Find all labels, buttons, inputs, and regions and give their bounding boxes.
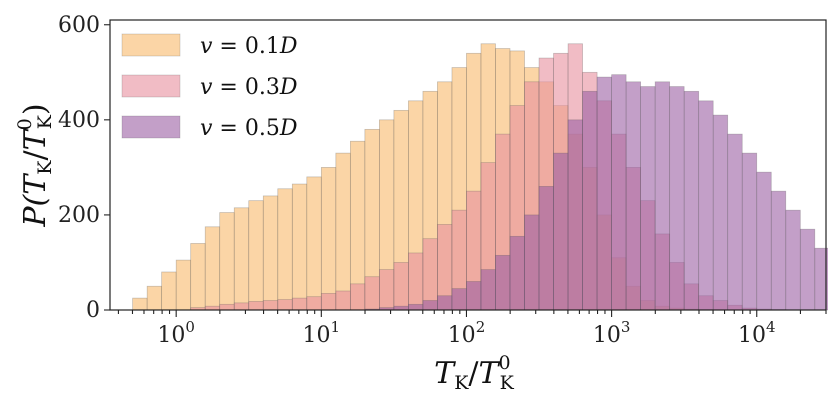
- bar: [379, 269, 395, 311]
- legend-swatch: [121, 33, 181, 57]
- legend-label: v = 0.1D: [200, 34, 298, 59]
- bar: [669, 86, 685, 311]
- bar: [654, 81, 671, 311]
- legend-label: v = 0.3D: [200, 75, 298, 100]
- bar: [712, 114, 729, 311]
- bar: [320, 167, 337, 311]
- bar: [291, 183, 308, 311]
- bar: [262, 195, 279, 311]
- bar: [799, 228, 816, 311]
- y-tick-label: 600: [58, 13, 100, 38]
- bar: [756, 171, 772, 311]
- x-tick-label: 103: [593, 318, 631, 348]
- bar: [350, 283, 366, 311]
- bar: [306, 296, 322, 311]
- x-tick-label: 101: [303, 318, 341, 348]
- bar: [596, 76, 612, 311]
- y-tick-label: 0: [86, 298, 100, 323]
- bar: [248, 301, 264, 311]
- x-axis-label: TK/T0 K: [434, 352, 514, 394]
- bar: [422, 300, 438, 311]
- bar: [219, 212, 235, 311]
- bar: [538, 186, 554, 311]
- y-axis: 0 200 400 600: [58, 13, 110, 323]
- x-tick-label: 102: [448, 318, 486, 348]
- bar: [480, 269, 496, 311]
- legend-label: v = 0.5D: [200, 116, 298, 141]
- bar: [219, 303, 235, 311]
- bar: [233, 207, 250, 311]
- bar: [335, 152, 351, 311]
- y-tick-label: 400: [58, 108, 100, 133]
- x-axis: 100 101 102 103 104: [117, 310, 827, 348]
- bar: [320, 293, 337, 311]
- bar: [437, 295, 453, 311]
- legend: v = 0.1D v = 0.3D v = 0.5D: [121, 33, 298, 141]
- bar: [408, 252, 424, 311]
- bar: [190, 243, 206, 311]
- bar: [451, 288, 467, 311]
- bar: [727, 133, 743, 311]
- bar: [741, 152, 758, 311]
- bar: [175, 259, 192, 311]
- bar: [683, 90, 700, 311]
- bar: [393, 262, 409, 311]
- bar: [611, 74, 627, 311]
- bar: [785, 209, 801, 311]
- bar: [291, 297, 308, 311]
- plot-frame: [109, 19, 827, 311]
- bar: [233, 302, 250, 311]
- bar: [422, 238, 438, 311]
- bar: [161, 271, 177, 311]
- bar: [495, 254, 511, 311]
- bar: [277, 299, 293, 311]
- bar: [204, 226, 221, 311]
- x-tick-label: 100: [157, 318, 195, 348]
- bar: [770, 190, 787, 311]
- bar: [524, 214, 540, 311]
- bar: [364, 276, 380, 311]
- bar: [567, 119, 583, 311]
- bar: [582, 90, 598, 311]
- bar: [132, 297, 148, 311]
- bar: [408, 303, 424, 311]
- bar: [277, 188, 293, 311]
- bar: [262, 300, 279, 311]
- bar: [306, 176, 322, 311]
- bar: [625, 81, 641, 311]
- y-axis-label: P(TK/T0K): [14, 103, 56, 227]
- bar: [640, 86, 656, 311]
- legend-swatch: [121, 115, 181, 139]
- bar: [698, 100, 714, 311]
- bar: [146, 285, 163, 311]
- bar: [509, 235, 525, 311]
- bar: [248, 200, 264, 311]
- bar: [466, 281, 482, 311]
- bar: [335, 290, 351, 311]
- x-tick-label: 104: [738, 318, 776, 348]
- legend-swatch: [121, 74, 181, 98]
- y-tick-label: 200: [58, 203, 100, 228]
- bar: [553, 152, 569, 311]
